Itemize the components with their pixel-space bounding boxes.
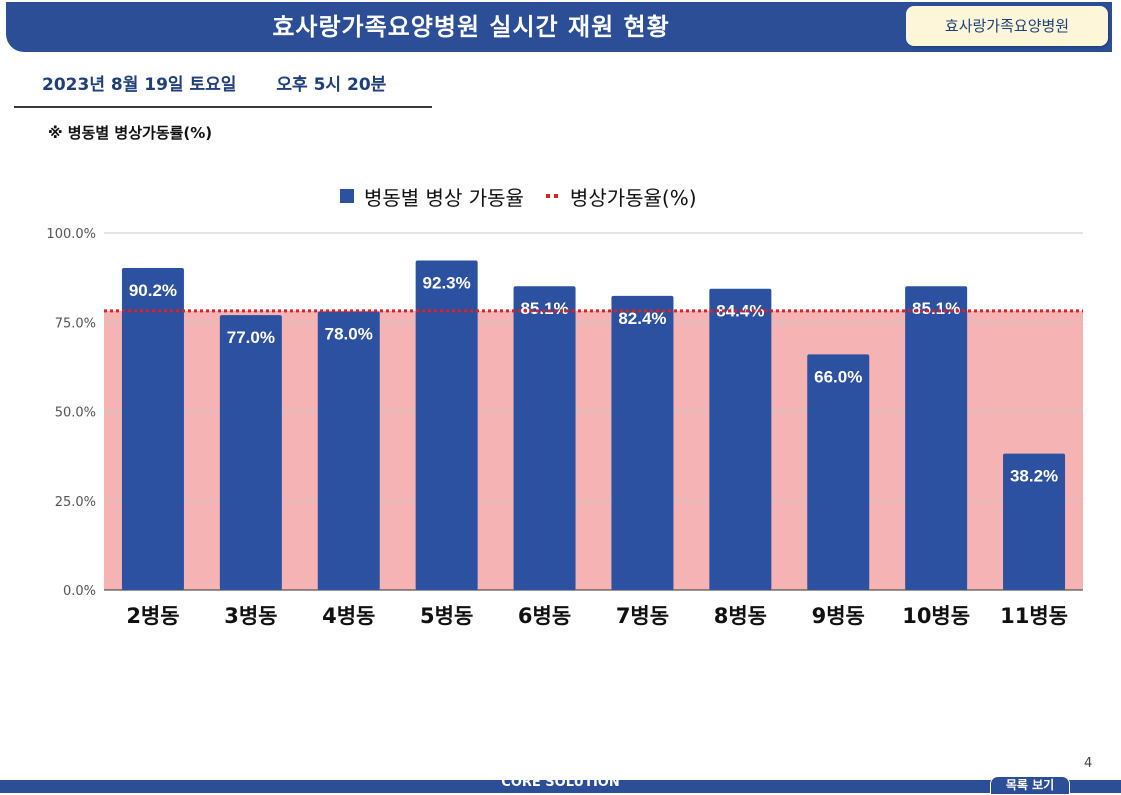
data-label: 38.2% — [1010, 467, 1058, 486]
legend-bar-swatch — [340, 189, 354, 203]
data-label: 85.1% — [912, 299, 960, 318]
x-tick-label: 8병동 — [714, 604, 767, 628]
x-tick-label: 5병동 — [420, 604, 473, 628]
y-tick-label: 50.0% — [55, 406, 96, 421]
y-tick-label: 0.0% — [63, 584, 96, 599]
legend-bar-label: 병동별 병상 가동율 — [364, 185, 524, 210]
data-label: 85.1% — [520, 299, 568, 318]
date-time: 2023년 8월 19일 토요일 오후 5시 20분 — [42, 70, 386, 95]
x-tick-label: 2병동 — [126, 604, 179, 628]
data-label: 78.0% — [325, 325, 373, 344]
bar — [1003, 453, 1066, 590]
x-tick-label: 10병동 — [902, 604, 970, 628]
hospital-name-tag: 효사랑가족요양병원 — [906, 6, 1108, 46]
bar — [611, 295, 674, 590]
page-title: 효사랑가족요양병원 실시간 재원 현황 — [272, 13, 670, 41]
bar — [709, 288, 772, 590]
x-tick-label: 7병동 — [616, 604, 669, 628]
chart-subtitle: ※ 병동별 병상가동률(%) — [48, 124, 213, 142]
legend-reference-label: 병상가동율(%) — [569, 185, 697, 210]
x-tick-label: 3병동 — [224, 604, 277, 628]
bar — [317, 311, 380, 590]
y-tick-label: 100.0% — [46, 227, 96, 242]
page-number: 4 — [1084, 756, 1093, 771]
chart-legend: 병동별 병상 가동율 병상가동율(%) — [340, 182, 697, 210]
bar — [905, 286, 968, 590]
list-view-button[interactable]: 목록 보기 — [990, 776, 1070, 795]
legend-reference-swatch — [545, 194, 558, 198]
y-tick-label: 75.0% — [55, 316, 96, 331]
bar — [807, 354, 870, 590]
time-label: 오후 5시 20분 — [276, 75, 387, 95]
footer-brand: CORE SOLUTION — [501, 775, 620, 790]
date-label: 2023년 8월 19일 토요일 — [42, 75, 237, 95]
y-tick-label: 25.0% — [55, 495, 96, 510]
data-label: 66.0% — [814, 367, 862, 386]
date-underline — [14, 106, 432, 108]
bar — [415, 260, 478, 590]
footer-bar — [0, 780, 1121, 793]
data-label: 90.2% — [129, 281, 177, 300]
x-tick-label: 9병동 — [812, 604, 865, 628]
x-tick-label: 4병동 — [322, 604, 375, 628]
data-label: 82.4% — [618, 309, 666, 328]
data-label: 77.0% — [227, 328, 275, 347]
data-label: 92.3% — [423, 273, 471, 292]
bar — [513, 286, 576, 590]
x-tick-label: 6병동 — [518, 604, 571, 628]
x-tick-label: 11병동 — [1000, 604, 1068, 628]
bar — [121, 267, 184, 590]
bar — [219, 315, 282, 590]
